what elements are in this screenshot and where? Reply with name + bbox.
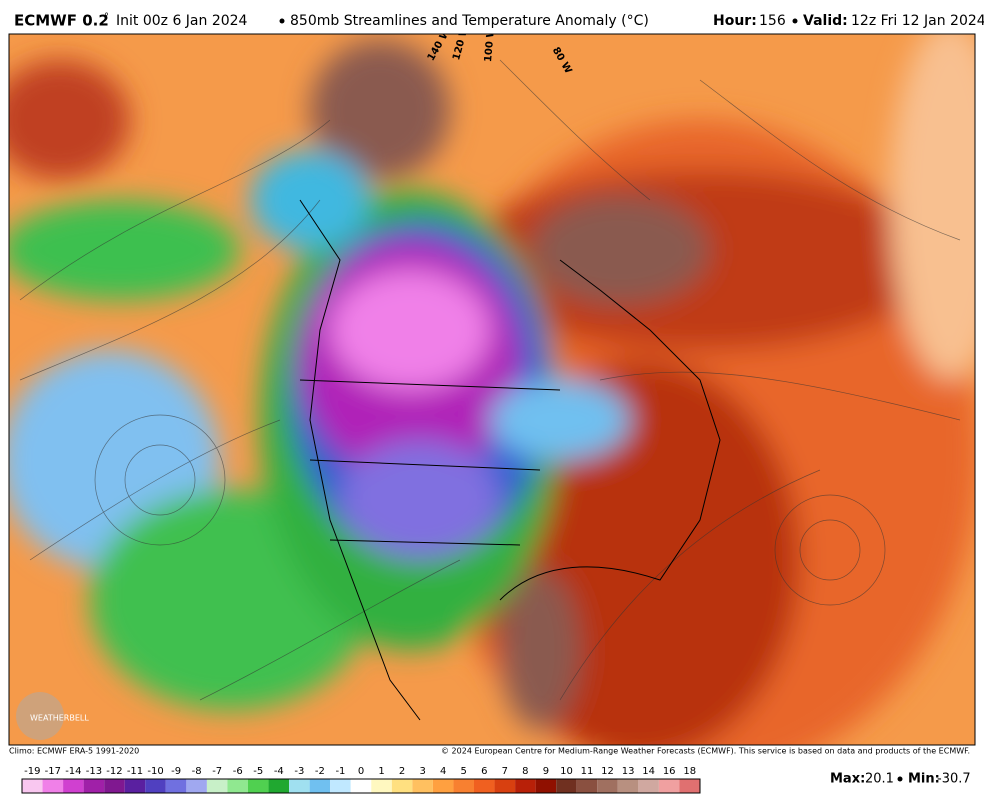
colorbar-label: -1 [335, 766, 345, 777]
product: 850mb Streamlines and Temperature Anomal… [290, 13, 649, 29]
colorbar-cell [412, 779, 433, 793]
colorbar-cell [658, 779, 680, 793]
model: ECMWF 0.2 [14, 12, 109, 30]
colorbar-label: 8 [522, 766, 528, 777]
meridian: 100 W [483, 26, 497, 62]
degree: ° [104, 12, 109, 23]
colorbar-frame [21, 778, 701, 794]
colorbar-label: -17 [45, 766, 61, 777]
separator [897, 776, 903, 782]
colorbar-label: -13 [86, 766, 102, 777]
colorbar-cell [289, 779, 310, 793]
colorbar-cell [124, 779, 146, 793]
colorbar-label: -19 [24, 766, 40, 777]
colorbar-label: -10 [147, 766, 163, 777]
colorbar-cell [617, 779, 639, 793]
colorbar-cell [206, 779, 228, 793]
colorbar-label: 12 [601, 766, 614, 777]
colorbar-label: 1 [378, 766, 384, 777]
colorbar-cell [576, 779, 598, 793]
colorbar-label: -3 [294, 766, 304, 777]
colorbar-cell [248, 779, 269, 793]
colorbar-label: 13 [622, 766, 635, 777]
colorbar-label: 2 [399, 766, 405, 777]
colorbar-label: 7 [502, 766, 508, 777]
colorbar-label: -2 [315, 766, 325, 777]
climo: Climo: ECMWF ERA-5 1991-2020 [9, 747, 139, 756]
colorbar-cell [453, 779, 474, 793]
colorbar-cell [371, 779, 392, 793]
colorbar-label: 5 [461, 766, 467, 777]
min-label: Min: [908, 772, 940, 787]
colorbar-label: 11 [581, 766, 594, 777]
colorbar-label: 4 [440, 766, 446, 777]
hour: 156 [759, 13, 786, 29]
colorbar-cell [679, 779, 700, 793]
max-value: 20.1 [865, 772, 894, 787]
copyright: © 2024 European Centre for Medium-Range … [441, 747, 970, 756]
colorbar-label: 3 [419, 766, 425, 777]
colorbar-label: 9 [543, 766, 549, 777]
colorbar-label: -11 [127, 766, 143, 777]
colorbar-cell [638, 779, 659, 793]
colorbar-label: 14 [642, 766, 655, 777]
colorbar-label: 6 [481, 766, 487, 777]
colorbar-label: 0 [358, 766, 364, 777]
colorbar: -19 -17 -14 -13 -12 -11 -10 -9 -8 -7 -6 -5 -4 -3 -2 -1 0… [21, 766, 701, 794]
colorbar-cell [556, 779, 577, 793]
colorbar-cell [22, 779, 43, 793]
colorbar-cell [432, 779, 454, 793]
colorbar-label: -8 [192, 766, 202, 777]
colorbar-cell [165, 779, 187, 793]
colorbar-cell [227, 779, 248, 793]
map: 140 W 120 W 100 W 80 W WEATHERBELL [9, 26, 975, 745]
colorbar-cell [391, 779, 413, 793]
colorbar-label: -6 [233, 766, 243, 777]
colorbar-cell [309, 779, 331, 793]
colorbar-cell [42, 779, 64, 793]
colorbar-label: -9 [171, 766, 181, 777]
colorbar-cell [330, 779, 351, 793]
colorbar-cell [474, 779, 495, 793]
colorbar-label: 18 [683, 766, 696, 777]
colorbar-label: 16 [663, 766, 676, 777]
min-value: -30.7 [937, 772, 971, 787]
logo [16, 692, 64, 740]
colorbar-cell [535, 779, 557, 793]
colorbar-cell [494, 779, 516, 793]
colorbar-cell [268, 779, 290, 793]
colorbar-cell [597, 779, 618, 793]
colorbar-cell [186, 779, 207, 793]
colorbar-cell [350, 779, 372, 793]
colorbar-cell [515, 779, 536, 793]
watermark: WEATHERBELL [30, 714, 89, 723]
colorbar-cell [104, 779, 125, 793]
valid: 12z Fri 12 Jan 2024 [851, 13, 984, 29]
separator [279, 18, 285, 24]
valid-label: Valid: [803, 13, 848, 29]
separator [792, 18, 798, 24]
colorbar-label: -12 [106, 766, 122, 777]
init: Init 00z 6 Jan 2024 [116, 13, 248, 29]
colorbar-label: 10 [560, 766, 573, 777]
colorbar-label: -14 [65, 766, 81, 777]
colorbar-label: -5 [253, 766, 263, 777]
colorbar-cell [63, 779, 84, 793]
hour-label: Hour: [713, 13, 757, 29]
map-frame [8, 33, 976, 746]
colorbar-cell [83, 779, 105, 793]
colorbar-label: -4 [274, 766, 284, 777]
colorbar-label: -7 [212, 766, 222, 777]
max-label: Max: [830, 772, 865, 787]
colorbar-cell [145, 779, 166, 793]
